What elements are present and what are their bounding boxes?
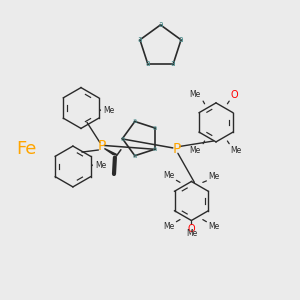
- Text: Me: Me: [189, 146, 200, 155]
- Text: a: a: [146, 59, 150, 68]
- Text: a: a: [153, 125, 157, 131]
- Text: a: a: [133, 118, 137, 124]
- Text: Me: Me: [164, 171, 175, 180]
- Text: Me: Me: [103, 106, 115, 115]
- Text: Me: Me: [208, 172, 219, 181]
- Text: Me: Me: [189, 90, 200, 99]
- Text: a: a: [138, 35, 142, 44]
- Text: Me: Me: [95, 160, 107, 169]
- Polygon shape: [104, 148, 117, 154]
- Text: Me: Me: [186, 230, 197, 238]
- Text: Me: Me: [164, 222, 175, 231]
- Text: Fe: Fe: [16, 140, 37, 158]
- Text: a: a: [120, 136, 124, 142]
- Text: a: a: [153, 146, 157, 152]
- Text: a: a: [179, 35, 183, 44]
- Text: a: a: [133, 153, 137, 159]
- Text: P: P: [97, 139, 106, 153]
- Text: Me: Me: [208, 222, 219, 231]
- Text: Me: Me: [230, 146, 242, 155]
- Text: a: a: [158, 20, 163, 29]
- Text: P: P: [172, 142, 181, 156]
- Text: O: O: [188, 224, 195, 234]
- Text: O: O: [230, 90, 238, 100]
- Text: a: a: [171, 59, 176, 68]
